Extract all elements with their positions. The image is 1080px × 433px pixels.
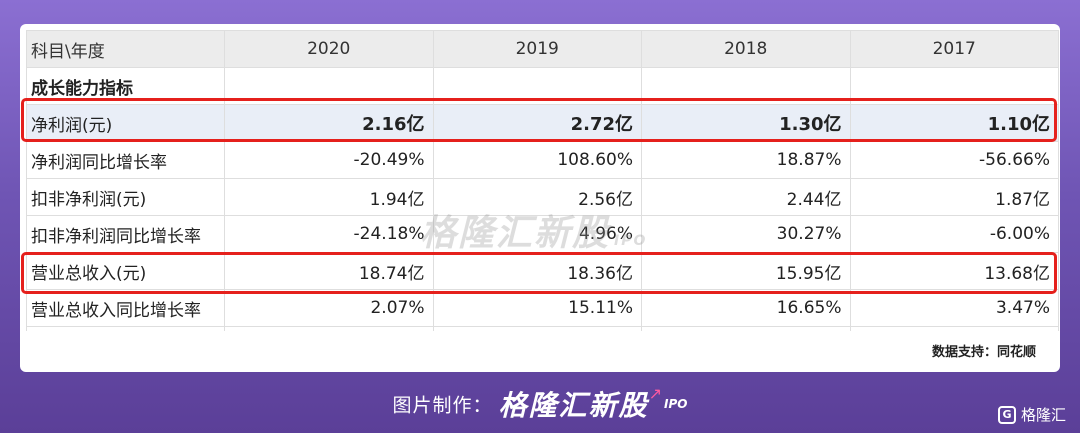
table-row-deducted-net-profit: 扣非净利润(元) 1.94亿 2.56亿 2.44亿 1.87亿 [26,178,1059,216]
header-year-2018: 2018 [641,30,851,68]
table-cell: 13.68亿 [849,252,1059,290]
table-cell: 1.94亿 [224,178,434,216]
table-cell: 16.65% [641,289,851,327]
table-cell: 1.87亿 [849,178,1059,216]
table-row-net-profit: 净利润(元) 2.16亿 2.72亿 1.30亿 1.10亿 [26,104,1059,142]
brand-logo-text: 格隆汇 [1020,406,1066,424]
section-row: 成长能力指标 [26,67,1059,105]
row-label: 营业总收入同比增长率 [26,289,225,327]
credit-label: 图片制作： [392,394,493,417]
table-cell: -56.66% [849,141,1059,179]
table-cell: 1.30亿 [641,104,851,142]
table-cell: 2.44亿 [641,178,851,216]
table-cell: -24.18% [224,215,434,253]
table-row-deducted-net-profit-growth: 扣非净利润同比增长率 -24.18% 4.96% 30.27% -6.00% [26,215,1059,253]
table-row-net-profit-growth: 净利润同比增长率 -20.49% 108.60% 18.87% -56.66% [26,141,1059,179]
table-cell: 15.95亿 [641,252,851,290]
credit-ipo: IPO [663,397,688,411]
table-row-total-revenue-growth: 营业总收入同比增长率 2.07% 15.11% 16.65% 3.47% [26,289,1059,327]
row-label: 扣非净利润同比增长率 [26,215,225,253]
credit-brand: 格隆汇新股 [498,389,649,422]
row-label: 营业总收入(元) [26,252,225,290]
table-cell: 3.47% [849,289,1059,327]
truncated-row [26,326,1059,331]
table-cell: 18.87% [641,141,851,179]
row-label: 净利润(元) [26,104,225,142]
brand-logo-icon: G [997,405,1016,424]
section-title: 成长能力指标 [26,67,225,105]
table-cell: 18.36亿 [432,252,642,290]
header-year-2020: 2020 [224,30,434,68]
financial-table-card: 科目\年度 2020 2019 2018 2017 成长能力指标 净利润(元) … [20,24,1060,372]
image-credit: 图片制作： 格隆汇新股↗IPO [0,384,1080,424]
table-cell: 2.16亿 [224,104,434,142]
table-cell: 18.74亿 [224,252,434,290]
table-cell: 15.11% [432,289,642,327]
table-header-row: 科目\年度 2020 2019 2018 2017 [26,30,1059,68]
table-cell: 30.27% [641,215,851,253]
table-cell: 2.56亿 [432,178,642,216]
table-cell: -20.49% [224,141,434,179]
row-label: 净利润同比增长率 [26,141,225,179]
data-source-note: 数据支持：同花顺 [931,345,1036,360]
row-label: 扣非净利润(元) [26,178,225,216]
table-cell: 1.10亿 [849,104,1059,142]
table-cell: 2.72亿 [432,104,642,142]
brand-logo: G 格隆汇 [997,404,1066,425]
table-cell: 4.96% [432,215,642,253]
header-year-2019: 2019 [432,30,642,68]
table-cell: 108.60% [432,141,642,179]
header-year-2017: 2017 [849,30,1059,68]
table-cell: 2.07% [224,289,434,327]
table-cell: -6.00% [849,215,1059,253]
trend-arrow-icon: ↗ [648,384,662,403]
financial-table: 科目\年度 2020 2019 2018 2017 成长能力指标 净利润(元) … [26,30,1059,331]
header-subject-year: 科目\年度 [26,30,225,68]
table-row-total-revenue: 营业总收入(元) 18.74亿 18.36亿 15.95亿 13.68亿 [26,252,1059,290]
